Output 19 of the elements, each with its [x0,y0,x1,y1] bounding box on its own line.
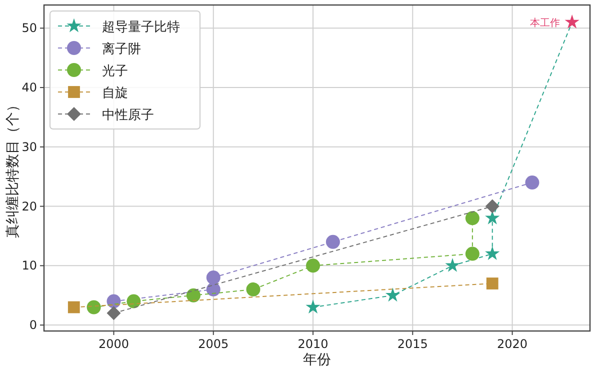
x-tick-label: 2005 [198,337,229,351]
y-tick-label: 50 [22,21,37,36]
y-tick-label: 0 [29,318,37,332]
x-tick-label: 2020 [497,337,528,351]
legend-label: 中性原子 [102,108,154,123]
x-tick-label: 2015 [397,337,428,351]
y-tick-label: 30 [22,140,37,154]
annotation: 本工作 [530,17,560,30]
y-tick-label: 20 [22,199,37,214]
x-axis-title: 年份 [303,352,331,368]
y-tick-label: 40 [22,80,37,95]
legend-label: 超导量子比特 [102,20,180,35]
legend-label: 离子阱 [102,41,141,57]
x-tick-label: 2010 [298,337,328,351]
legend-label: 自旋 [102,86,128,101]
y-axis-title: 真纠缠比特数目（个） [5,98,21,238]
y-tick-label: 10 [22,258,37,273]
x-tick-label: 2000 [98,337,130,351]
legend-label: 光子 [102,64,128,79]
